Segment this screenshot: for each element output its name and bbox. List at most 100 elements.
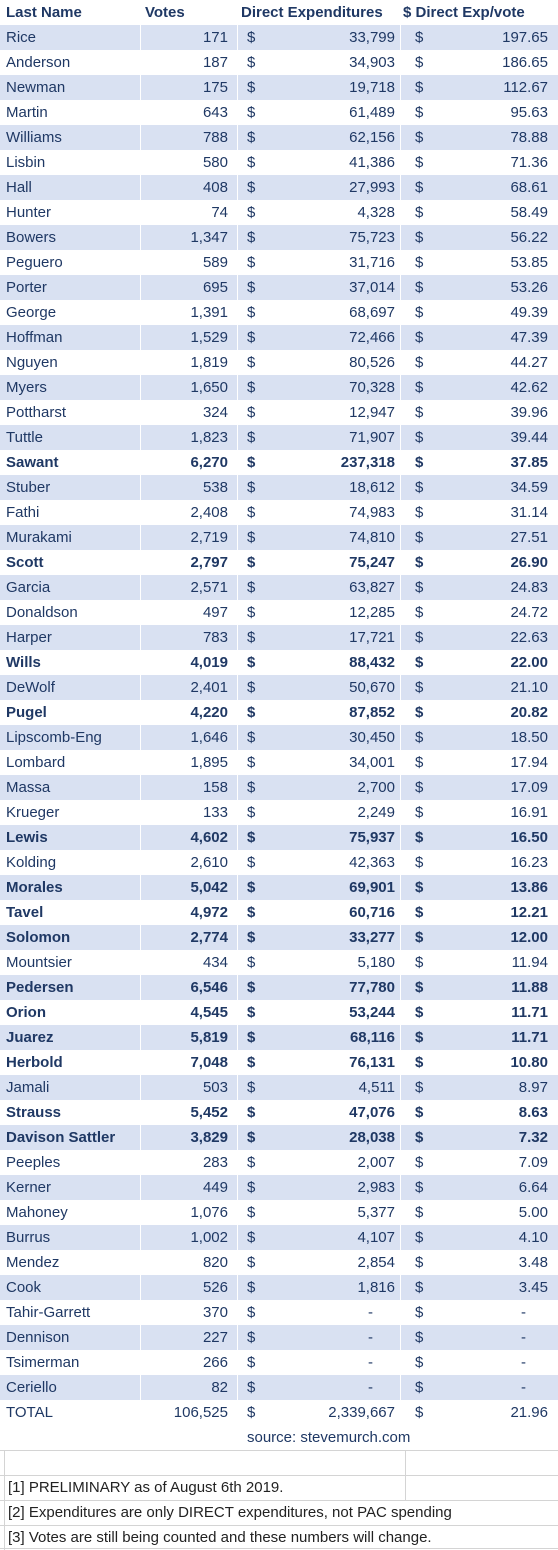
value-cell: $ <box>415 954 424 971</box>
value-cell: $ <box>415 1179 424 1196</box>
value-cell: $ <box>247 304 256 321</box>
name-cell: Mendez <box>6 1254 60 1271</box>
value-cell: 4,328 <box>357 204 395 221</box>
table-row: Pedersen 6,546 $77,780 $11.88 <box>0 975 558 1000</box>
value-cell: $ <box>247 629 256 646</box>
table-row: Juarez 5,819 $68,116 $11.71 <box>0 1025 558 1050</box>
value-cell: $ <box>415 354 424 371</box>
value-cell: 11.88 <box>511 979 548 996</box>
table-row: Mahoney 1,076 $5,377 $5.00 <box>0 1200 558 1225</box>
value-cell: 1,819 <box>190 354 228 371</box>
value-cell: 76,131 <box>349 1054 395 1071</box>
value-cell: $ <box>247 979 256 996</box>
value-cell: 197.65 <box>502 29 548 46</box>
table-row: Tuttle 1,823 $71,907 $39.44 <box>0 425 558 450</box>
table-row: Murakami 2,719 $74,810 $27.51 <box>0 525 558 550</box>
value-cell: 12.21 <box>510 904 548 921</box>
value-cell: $ <box>247 1029 256 1046</box>
value-cell: 18.50 <box>510 729 548 746</box>
value-cell: $ <box>415 829 424 846</box>
value-cell: 33,277 <box>349 929 395 946</box>
value-cell: $ <box>247 779 256 796</box>
column-separator <box>237 0 238 1425</box>
value-cell: 58.49 <box>510 204 548 221</box>
value-cell: $ <box>247 754 256 771</box>
value-cell: - <box>521 1379 526 1396</box>
value-cell: - <box>521 1329 526 1346</box>
value-cell: 1,816 <box>357 1279 395 1296</box>
name-cell: Harper <box>6 629 52 646</box>
name-cell: Newman <box>6 79 66 96</box>
name-cell: Tahir-Garrett <box>6 1304 91 1321</box>
value-cell: 95.63 <box>510 104 548 121</box>
value-cell: $ <box>247 879 256 896</box>
value-cell: $ <box>415 454 424 471</box>
value-cell: 42,363 <box>349 854 395 871</box>
value-cell: 2,797 <box>190 554 228 571</box>
value-cell: 42.62 <box>510 379 548 396</box>
value-cell: 17,721 <box>349 629 395 646</box>
table-row: Rice 171 $33,799 $197.65 <box>0 25 558 50</box>
value-cell: $ <box>247 354 256 371</box>
value-cell: $ <box>415 754 424 771</box>
name-cell: Lisbin <box>6 154 46 171</box>
value-cell: $ <box>247 454 256 471</box>
name-cell: Mountsier <box>6 954 72 971</box>
value-cell: $ <box>247 154 256 171</box>
table-row: Massa 158 $2,700 $17.09 <box>0 775 558 800</box>
table-row: Dennison 227 $ - $ - <box>0 1325 558 1350</box>
value-cell: $ <box>247 1329 256 1346</box>
value-cell: 12,947 <box>349 404 395 421</box>
value-cell: - <box>521 1304 526 1321</box>
value-cell: 11.71 <box>511 1004 548 1021</box>
value-cell: $ <box>415 1304 424 1321</box>
value-cell: $ <box>247 79 256 96</box>
value-cell: 4,019 <box>190 654 228 671</box>
value-cell: $ <box>247 1104 256 1121</box>
value-cell: $ <box>415 279 424 296</box>
table-row: Hunter 74 $4,328 $58.49 <box>0 200 558 225</box>
value-cell: $ <box>247 729 256 746</box>
name-cell: Pugel <box>6 704 47 721</box>
value-cell: 72,466 <box>349 329 395 346</box>
value-cell: 449 <box>202 1179 228 1196</box>
table-row: Morales 5,042 $69,901 $13.86 <box>0 875 558 900</box>
value-cell: 27.51 <box>510 529 548 546</box>
value-cell: $ <box>415 629 424 646</box>
value-cell: 56.22 <box>510 229 548 246</box>
table-row: Peguero 589 $31,716 $53.85 <box>0 250 558 275</box>
value-cell: $ <box>415 1354 424 1371</box>
value-cell: 21.10 <box>510 679 548 696</box>
value-cell: $ <box>247 504 256 521</box>
value-cell: 1,650 <box>190 379 228 396</box>
value-cell: 24.83 <box>510 579 548 596</box>
name-cell: Martin <box>6 104 48 121</box>
value-cell: 5,042 <box>190 879 228 896</box>
value-cell: 34,001 <box>349 754 395 771</box>
value-cell: 1,076 <box>190 1204 228 1221</box>
value-cell: $ <box>415 904 424 921</box>
value-cell: 171 <box>202 29 228 46</box>
name-cell: Dennison <box>6 1329 70 1346</box>
name-cell: Orion <box>6 1004 46 1021</box>
name-cell: Tsimerman <box>6 1354 80 1371</box>
value-cell: 158 <box>202 779 228 796</box>
value-cell: 2,610 <box>190 854 228 871</box>
value-cell: $ <box>415 1054 424 1071</box>
value-cell: 1,895 <box>190 754 228 771</box>
column-separator <box>140 0 141 1425</box>
value-cell: 4.10 <box>518 1229 548 1246</box>
value-cell: 4,972 <box>190 904 228 921</box>
value-cell: $ <box>415 54 424 71</box>
value-cell: 30,450 <box>349 729 395 746</box>
name-cell: Kerner <box>6 1179 52 1196</box>
value-cell: 78.88 <box>510 129 548 146</box>
value-cell: 80,526 <box>349 354 395 371</box>
value-cell: $ <box>247 279 256 296</box>
name-cell: TOTAL <box>6 1404 53 1421</box>
value-cell: 1,529 <box>190 329 228 346</box>
value-cell: 63,827 <box>349 579 395 596</box>
name-cell: Peeples <box>6 1154 61 1171</box>
value-cell: 186.65 <box>502 54 548 71</box>
